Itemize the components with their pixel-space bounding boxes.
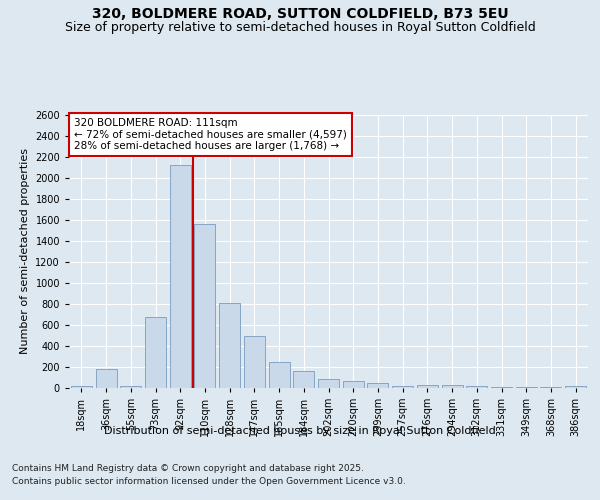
Bar	[516, 387, 537, 388]
Bar	[367, 384, 388, 388]
Y-axis label: Number of semi-detached properties: Number of semi-detached properties	[20, 148, 29, 354]
Bar	[71, 386, 92, 388]
Bar	[219, 302, 240, 388]
Bar	[120, 386, 141, 388]
Bar	[466, 386, 487, 388]
Bar	[293, 370, 314, 388]
Bar	[491, 387, 512, 388]
Bar	[145, 318, 166, 388]
Bar	[565, 386, 586, 388]
Bar	[170, 166, 191, 388]
Bar	[318, 379, 339, 388]
Bar	[343, 381, 364, 388]
Text: Contains public sector information licensed under the Open Government Licence v3: Contains public sector information licen…	[12, 478, 406, 486]
Text: Contains HM Land Registry data © Crown copyright and database right 2025.: Contains HM Land Registry data © Crown c…	[12, 464, 364, 473]
Bar	[269, 362, 290, 388]
Text: Distribution of semi-detached houses by size in Royal Sutton Coldfield: Distribution of semi-detached houses by …	[104, 426, 496, 436]
Bar	[244, 336, 265, 388]
Bar	[392, 386, 413, 388]
Bar	[417, 386, 438, 388]
Text: Size of property relative to semi-detached houses in Royal Sutton Coldfield: Size of property relative to semi-detach…	[65, 21, 535, 34]
Bar	[95, 368, 116, 388]
Bar	[442, 386, 463, 388]
Text: 320 BOLDMERE ROAD: 111sqm
← 72% of semi-detached houses are smaller (4,597)
28% : 320 BOLDMERE ROAD: 111sqm ← 72% of semi-…	[74, 118, 347, 151]
Bar	[194, 224, 215, 388]
Bar	[541, 387, 562, 388]
Text: 320, BOLDMERE ROAD, SUTTON COLDFIELD, B73 5EU: 320, BOLDMERE ROAD, SUTTON COLDFIELD, B7…	[92, 8, 508, 22]
